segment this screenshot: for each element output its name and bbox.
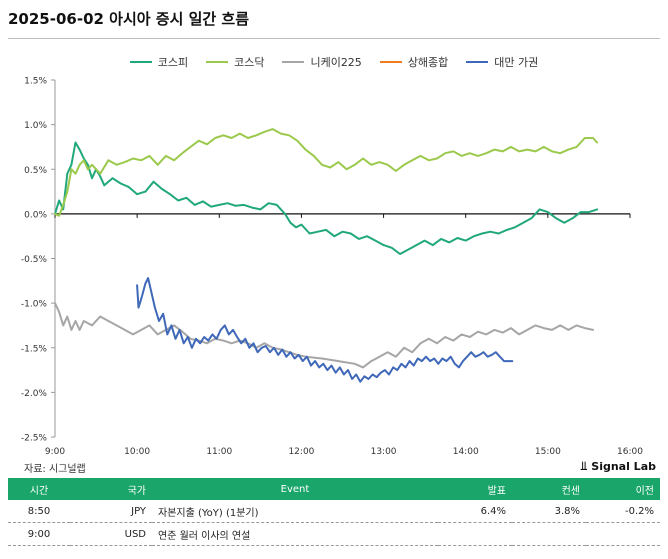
column-header-actual: 발표 bbox=[438, 478, 512, 500]
series-line-2 bbox=[54, 302, 594, 369]
legend-item: 코스피 bbox=[129, 54, 189, 70]
legend-item: 대만 가권 bbox=[466, 54, 538, 70]
column-header-consensus: 컨센 bbox=[512, 478, 586, 500]
x-tick-label: 13:00 bbox=[371, 447, 397, 457]
column-header-event: Event bbox=[152, 478, 438, 500]
table-header-row: 시간 국가 Event 발표 컨센 이전 bbox=[8, 478, 660, 500]
x-tick-label: 14:00 bbox=[453, 447, 479, 457]
legend-swatch bbox=[206, 61, 229, 63]
legend-item: 코스닥 bbox=[206, 54, 264, 70]
legend-label: 코스닥 bbox=[234, 56, 265, 69]
cell-consensus: 3.8% bbox=[512, 500, 586, 523]
y-tick-label: -2.0% bbox=[21, 389, 48, 399]
legend-label: 코스피 bbox=[157, 56, 189, 69]
y-tick-label: -0.5% bbox=[21, 255, 48, 265]
x-tick-label: 10:00 bbox=[124, 447, 150, 457]
signal-wave-icon: ⫫ bbox=[580, 459, 588, 473]
x-tick-label: 16:00 bbox=[617, 447, 643, 457]
y-tick-label: 1.5% bbox=[24, 77, 47, 87]
line-chart: 1.5% 1.0% 0.5% 0.0% -0.5% -1.0% -1.5% -2.0% -2.5… bbox=[21, 77, 643, 458]
y-tick-label: 1.0% bbox=[24, 121, 47, 131]
legend-swatch bbox=[282, 61, 305, 63]
cell-consensus bbox=[512, 522, 586, 546]
y-tick-label: -1.0% bbox=[21, 300, 48, 310]
x-tick-label: 15:00 bbox=[535, 447, 561, 457]
page-title: 2025-06-02 아시아 증시 일간 흐름 bbox=[8, 10, 250, 28]
cell-country: USD bbox=[70, 522, 152, 546]
cell-actual: 6.4% bbox=[438, 500, 512, 523]
column-header-previous: 이전 bbox=[586, 478, 660, 500]
source-note: 자료: 시그널랩 bbox=[24, 464, 86, 475]
table-row: 9:00 USD 연준 월러 이사의 연설 bbox=[8, 522, 660, 546]
series-line-0 bbox=[54, 141, 599, 255]
y-tick-label: 0.0% bbox=[24, 210, 47, 220]
x-tick-label: 11:00 bbox=[206, 447, 232, 457]
brand-logo: ⫫ Signal Lab bbox=[581, 459, 656, 474]
cell-time: 8:50 bbox=[8, 500, 70, 523]
y-tick-label: -1.5% bbox=[21, 344, 48, 354]
legend-swatch bbox=[379, 61, 402, 63]
legend-swatch bbox=[129, 61, 152, 63]
y-tick-label: 0.5% bbox=[24, 166, 47, 176]
legend-label: 대만 가권 bbox=[494, 56, 539, 69]
column-header-time: 시간 bbox=[8, 478, 70, 500]
x-tick-label: 9:00 bbox=[45, 447, 65, 457]
cell-time: 9:00 bbox=[8, 522, 70, 546]
legend-item: 상해종합 bbox=[379, 54, 449, 70]
series-line-3 bbox=[136, 277, 514, 383]
cell-country: JPY bbox=[70, 500, 152, 523]
column-header-country: 국가 bbox=[70, 478, 152, 500]
cell-actual bbox=[438, 522, 512, 546]
brand-name: Signal Lab bbox=[591, 460, 656, 473]
economic-calendar-table: 시간 국가 Event 발표 컨센 이전 8:50 JPY 자본지출 (YoY)… bbox=[8, 478, 660, 546]
cell-previous bbox=[586, 522, 660, 546]
legend-swatch bbox=[466, 61, 489, 63]
cell-previous: -0.2% bbox=[586, 500, 660, 523]
y-tick-label: -2.5% bbox=[21, 434, 48, 444]
x-tick-label: 12:00 bbox=[288, 447, 314, 457]
chart-legend: 코스피 코스닥 니케이225 상해종합 대만 가권 bbox=[0, 54, 668, 70]
title-divider bbox=[8, 38, 660, 39]
legend-label: 상해종합 bbox=[407, 56, 449, 69]
series-line-1 bbox=[54, 128, 599, 217]
legend-item: 니케이225 bbox=[282, 54, 362, 70]
cell-event: 연준 월러 이사의 연설 bbox=[152, 522, 438, 546]
table-row: 8:50 JPY 자본지출 (YoY) (1분기) 6.4% 3.8% -0.2… bbox=[8, 500, 660, 523]
cell-event: 자본지출 (YoY) (1분기) bbox=[152, 500, 438, 523]
legend-label: 니케이225 bbox=[310, 56, 362, 69]
